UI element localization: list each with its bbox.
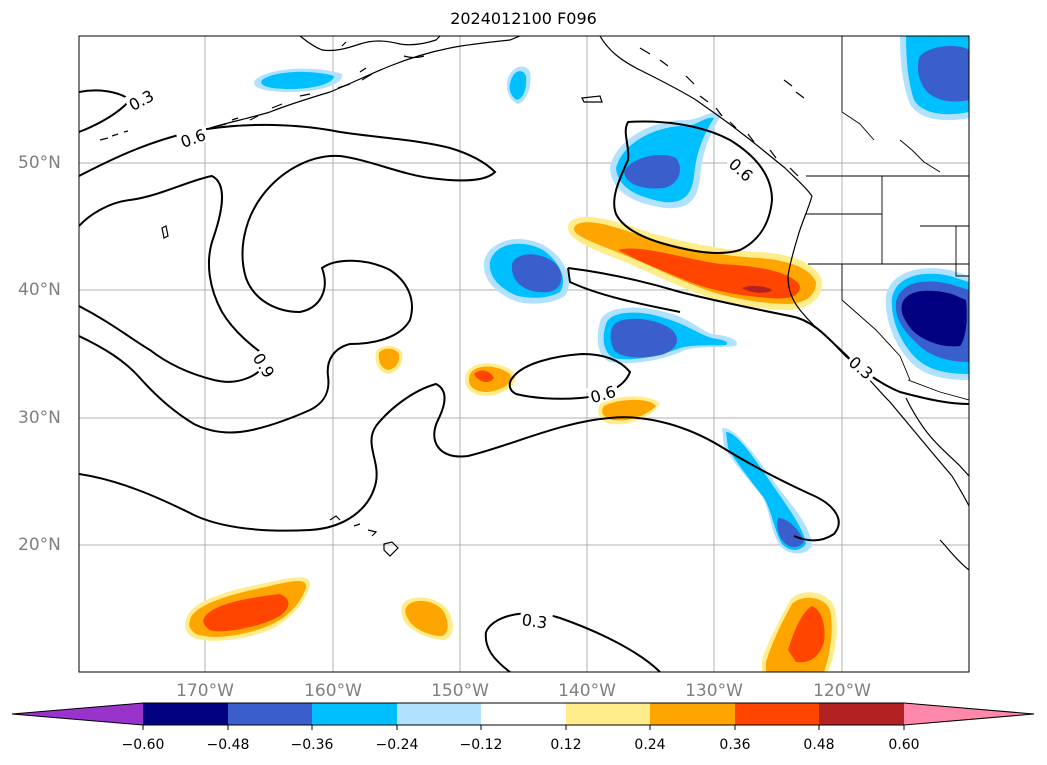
contour-0.3-south xyxy=(79,382,840,542)
lon-label-150w: 150°W xyxy=(431,681,489,701)
colorbar-segment xyxy=(481,703,566,725)
map-title: 2024012100 F096 xyxy=(450,9,597,28)
alaska-coast-north xyxy=(299,36,441,52)
us-state-lines xyxy=(806,176,969,381)
colorbar-tick-label: −0.12 xyxy=(459,737,503,753)
lon-label-130w: 130°W xyxy=(685,681,743,701)
contour-label: 0.3 xyxy=(521,610,549,632)
us-mexico-border xyxy=(907,379,969,401)
colorbar-segment xyxy=(566,703,650,725)
map-plot-area: 0.3 0.6 0.9 0.6 0.6 0.3 0.3 xyxy=(79,36,969,672)
colorbar-segment xyxy=(228,703,312,725)
lon-label-120w: 120°W xyxy=(813,681,871,701)
colorbar-segment xyxy=(650,703,735,725)
us-west-coast xyxy=(787,195,969,507)
colorbar-tick-label: 0.48 xyxy=(803,737,835,753)
lon-label-140w: 140°W xyxy=(558,681,616,701)
lon-label-160w: 160°W xyxy=(304,681,362,701)
baja-coast xyxy=(905,397,969,477)
colorbar xyxy=(11,702,1035,730)
lat-label-50n: 50°N xyxy=(18,153,61,173)
colorbar-segment xyxy=(397,703,481,725)
contour-0.3-north xyxy=(79,89,132,133)
colorbar-segment xyxy=(735,703,819,725)
contour-label-group: 0.3 0.6 0.9 0.6 0.6 0.3 0.3 xyxy=(123,84,880,632)
graticule xyxy=(79,36,969,672)
southeast-alaska-bc-coast xyxy=(599,36,813,197)
colorbar-tick-label: 0.60 xyxy=(888,737,920,753)
colorbar-tick-label: −0.60 xyxy=(121,737,165,753)
coastlines xyxy=(99,36,969,571)
political-borders xyxy=(806,36,969,401)
contour-label: 0.6 xyxy=(725,154,757,185)
colorbar-extend-low xyxy=(12,703,143,725)
map-frame xyxy=(78,35,970,673)
hawaii-islands xyxy=(329,515,399,557)
alaska-canada-border xyxy=(841,36,875,141)
contour-0.3-low xyxy=(485,612,661,672)
colorbar-tick-label: 0.36 xyxy=(719,737,751,753)
colorbar-extend-high xyxy=(904,703,1034,725)
contour-0.6-north xyxy=(79,123,497,434)
alaska-peninsula-coast xyxy=(209,36,521,129)
colorbar-tick-label: 0.12 xyxy=(550,737,582,753)
contour-0.6-east xyxy=(613,120,774,254)
colorbar-segment xyxy=(143,703,228,725)
contour-0.3-band xyxy=(567,267,969,405)
contour-lines xyxy=(79,89,969,672)
lat-label-30n: 30°N xyxy=(18,408,61,428)
colorbar-tick-label: −0.24 xyxy=(375,737,419,753)
colorbar-tick-label: −0.48 xyxy=(206,737,250,753)
contour-label: 0.3 xyxy=(845,353,877,384)
lat-label-20n: 20°N xyxy=(18,535,61,555)
negative-anomaly-shading xyxy=(254,36,969,554)
lat-label-40n: 40°N xyxy=(18,280,61,300)
colorbar-tick-label: −0.36 xyxy=(290,737,334,753)
contour-0.9 xyxy=(79,174,270,383)
lon-label-170w: 170°W xyxy=(176,681,234,701)
colorbar-tick-label: 0.24 xyxy=(634,737,666,753)
colorbar-segment xyxy=(819,703,904,725)
colorbar-segment xyxy=(312,703,397,725)
